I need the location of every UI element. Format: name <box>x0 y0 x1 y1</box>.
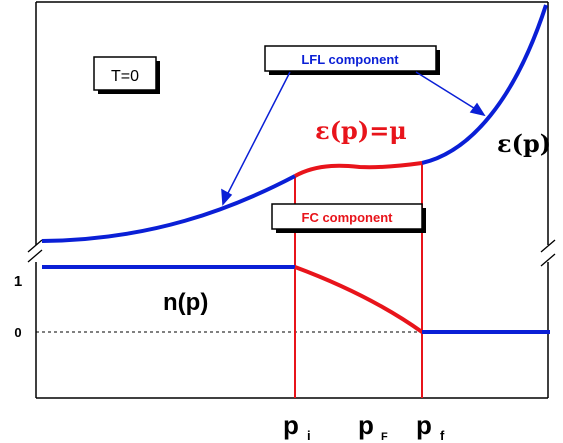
fc-component-box: FC component <box>271 203 426 233</box>
lfl-arrow-left <box>225 71 291 198</box>
x-tick-p-i: p i <box>283 410 311 443</box>
p-F-subscript: F <box>381 431 388 443</box>
p-i-label: p <box>283 410 299 440</box>
y-tick-one: 1 <box>14 273 22 290</box>
epsilon-curve-right <box>421 4 548 165</box>
x-tick-p-f: p f <box>416 410 445 443</box>
axis-break-left <box>27 239 43 263</box>
p-f-subscript: f <box>440 428 445 443</box>
np-fc-curve <box>294 265 424 334</box>
y-tick-zero: 0 <box>14 325 21 340</box>
epsilon-flat-fc-curve <box>294 161 423 178</box>
lfl-arrow-left-head <box>221 188 233 206</box>
lfl-arrows <box>221 71 486 206</box>
axis-break-right <box>540 239 556 267</box>
lfl-component-label: LFL component <box>301 52 399 67</box>
np-label: n(p) <box>163 289 208 316</box>
epsilon-eq-mu-label: ε(p)=μ <box>315 116 407 145</box>
p-F-label: p <box>358 410 374 440</box>
fc-boundary-lines <box>294 163 423 398</box>
fc-component-label: FC component <box>302 210 394 225</box>
x-tick-p-F: p F <box>358 410 388 443</box>
lfl-component-box: LFL component <box>264 45 440 75</box>
epsilon-p-label: ε(p) <box>497 129 551 158</box>
lfl-arrow-right <box>415 71 478 111</box>
p-f-label: p <box>416 410 432 440</box>
epsilon-curve-left <box>41 174 296 243</box>
p-i-subscript: i <box>307 428 311 443</box>
temperature-box: T=0 <box>93 56 160 94</box>
temperature-label: T=0 <box>111 68 139 85</box>
lfl-arrow-right-head <box>469 102 486 117</box>
